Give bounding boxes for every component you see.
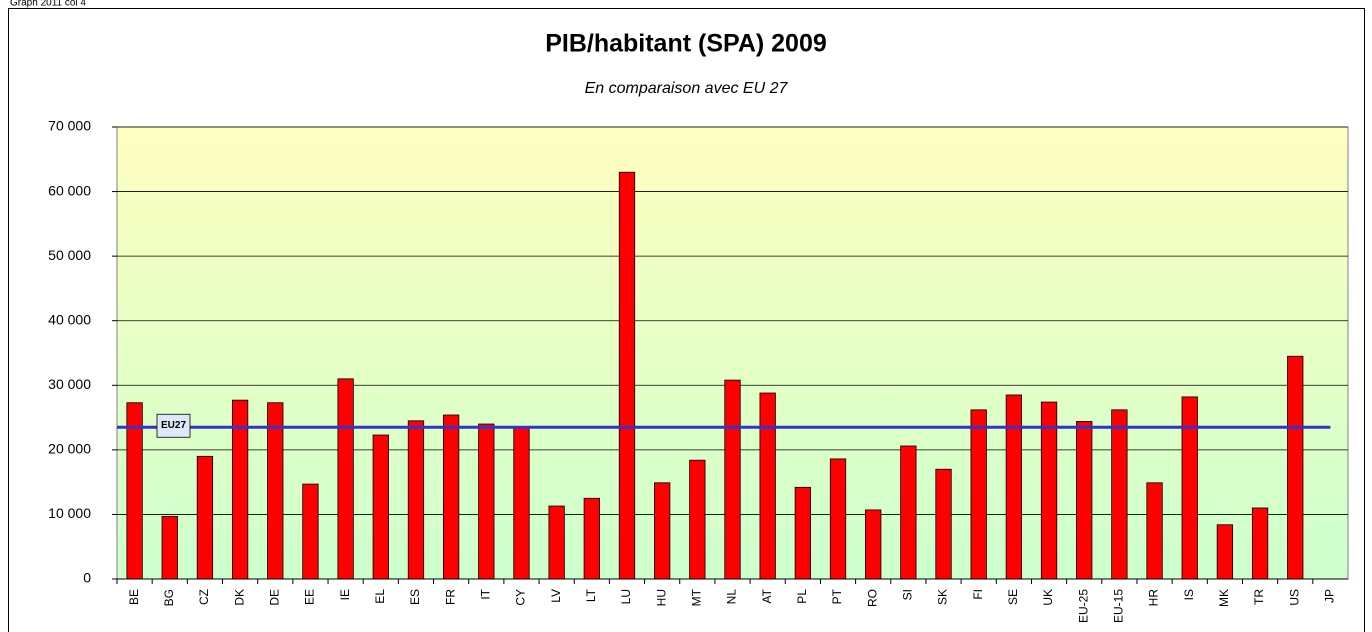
x-tick-label: CY	[514, 589, 528, 606]
chart-subtitle: En comparaison avec EU 27	[585, 80, 789, 97]
bar	[829, 458, 847, 580]
bar	[1111, 409, 1128, 580]
y-tick-label: 70 000	[48, 118, 91, 134]
x-tick-label: EU-15	[1112, 589, 1126, 623]
bar	[1287, 355, 1304, 580]
x-tick-label: ES	[408, 589, 422, 605]
x-tick-label: AT	[760, 588, 774, 603]
bar	[724, 379, 741, 580]
y-tick-label: 0	[83, 570, 91, 586]
x-tick-label: DE	[267, 589, 281, 606]
x-tick-label: US	[1287, 589, 1301, 606]
bar	[1076, 421, 1093, 580]
bar	[1216, 524, 1234, 580]
x-tick-label: SE	[1006, 589, 1020, 605]
x-tick-label: UK	[1041, 589, 1055, 606]
bar	[407, 420, 425, 580]
x-tick-label: SK	[936, 589, 950, 605]
bar	[267, 402, 284, 580]
bar	[478, 423, 495, 580]
x-tick-label: BE	[127, 589, 141, 605]
y-tick-label: 30 000	[48, 376, 91, 392]
header: Graph 2011 col 4	[10, 0, 86, 9]
x-tick-label: HU	[654, 589, 668, 606]
bar	[618, 171, 636, 580]
bar	[1005, 394, 1023, 580]
bar	[900, 445, 917, 580]
bar	[196, 455, 214, 580]
x-tick-label: HR	[1147, 589, 1161, 607]
bar	[794, 486, 811, 580]
bar	[372, 434, 389, 580]
bar	[970, 409, 987, 580]
x-tick-label: NL	[725, 589, 739, 605]
bar	[865, 509, 882, 580]
y-tick-label: 50 000	[48, 247, 91, 263]
x-tick-label: BG	[162, 589, 176, 606]
x-tick-label: FI	[971, 589, 985, 600]
bar	[654, 482, 671, 580]
x-tick-label: MK	[1217, 589, 1231, 607]
x-tick-label: JP	[1323, 589, 1337, 603]
bar	[337, 378, 354, 580]
bar	[513, 427, 530, 580]
bar	[302, 483, 319, 580]
x-tick-label: CZ	[197, 589, 211, 605]
x-tick-label: IE	[338, 589, 352, 600]
bar	[689, 459, 706, 580]
y-tick-label: 20 000	[48, 441, 91, 457]
chart-title: PIB/habitant (SPA) 2009	[545, 30, 827, 58]
y-tick-label: 10 000	[48, 505, 91, 521]
x-tick-label: RO	[865, 589, 879, 607]
x-tick-label: LV	[549, 589, 563, 603]
reference-label: EU27	[161, 420, 186, 431]
x-tick-label: PT	[830, 588, 844, 604]
bar	[759, 392, 776, 580]
reference-label-box	[156, 413, 191, 438]
y-tick-label: 40 000	[48, 311, 91, 327]
x-tick-label: IS	[1182, 589, 1196, 600]
bar	[161, 515, 178, 580]
x-tick-label: LU	[619, 589, 633, 604]
bar	[442, 414, 460, 580]
bar	[126, 402, 143, 580]
x-tick-label: DK	[232, 589, 246, 606]
bar	[583, 497, 600, 580]
x-tick-label: IT	[478, 588, 492, 599]
y-tick-label: 60 000	[48, 182, 91, 198]
x-tick-label: PL	[795, 589, 809, 604]
bar	[1251, 507, 1269, 580]
x-tick-label: SI	[901, 589, 915, 600]
bar	[548, 505, 565, 580]
x-tick-label: MT	[690, 588, 704, 606]
x-tick-label: EU-25	[1076, 589, 1090, 623]
x-tick-label: TR	[1252, 589, 1266, 605]
bar	[1146, 482, 1163, 580]
bar	[935, 468, 952, 580]
bar	[1181, 396, 1198, 580]
x-tick-label: LT	[584, 588, 598, 602]
x-tick-label: EL	[373, 589, 387, 604]
x-tick-label: EE	[303, 589, 317, 605]
x-tick-label: FR	[443, 589, 457, 605]
